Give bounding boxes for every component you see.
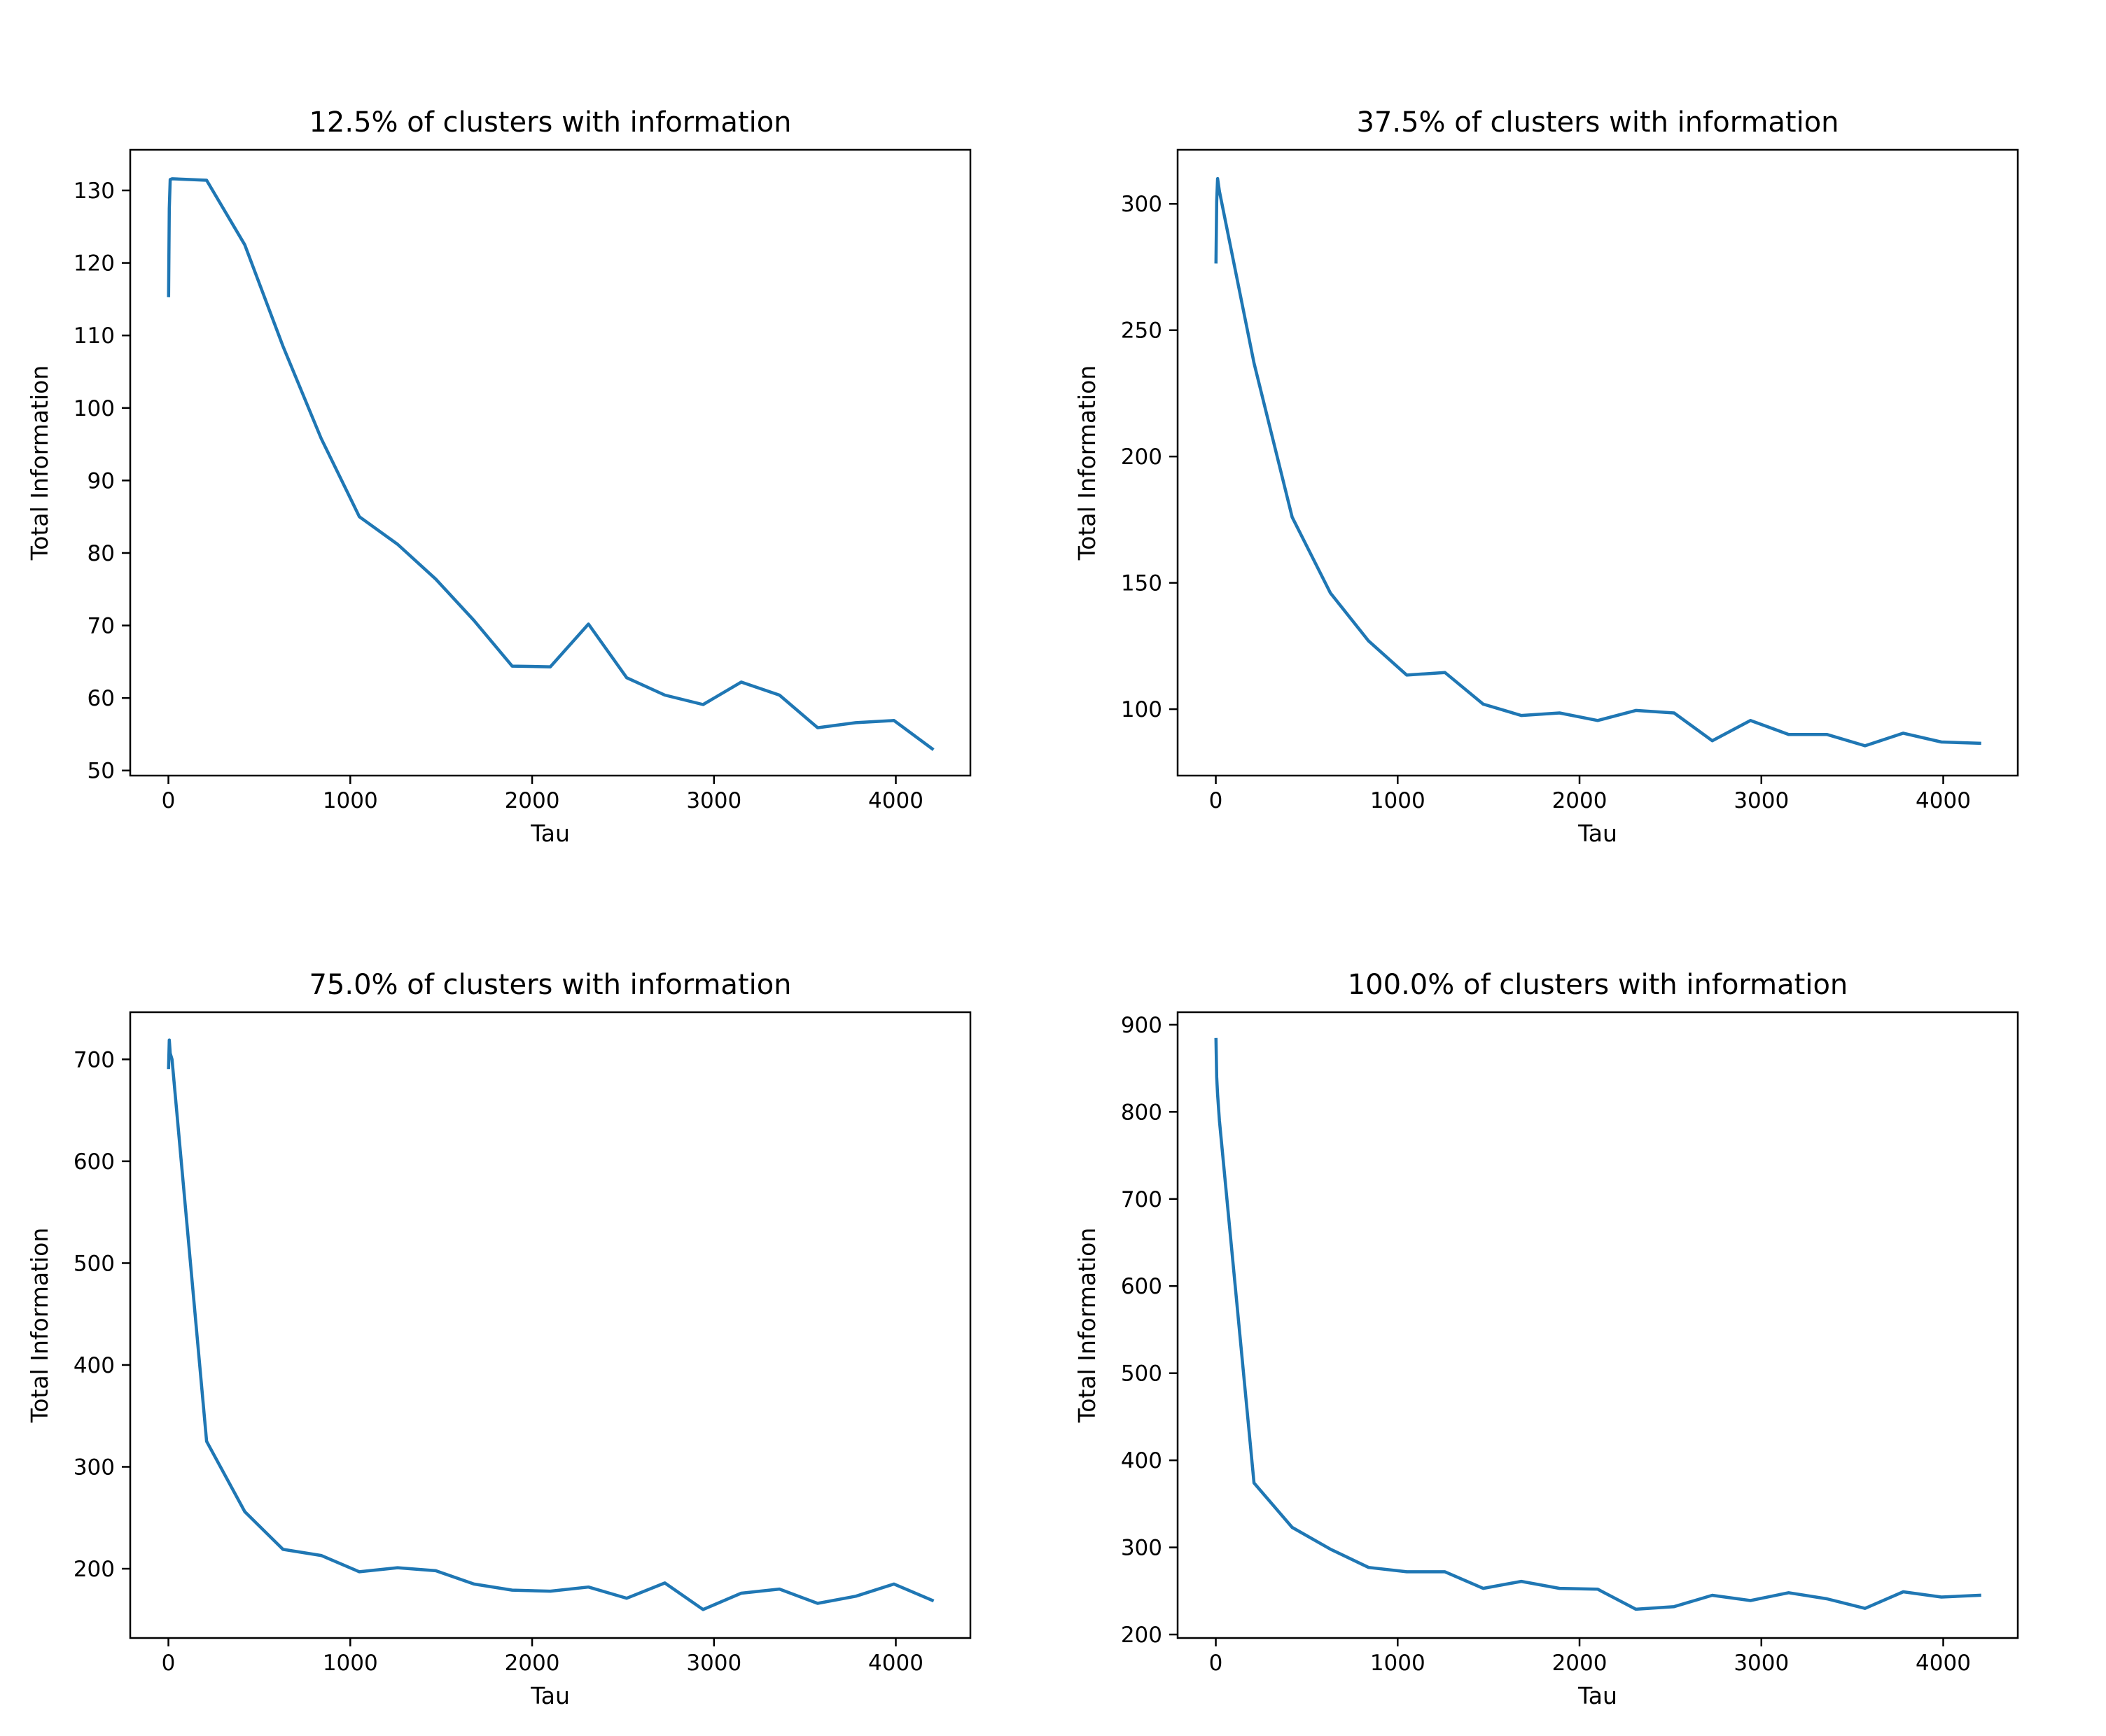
y-tick-label: 70: [88, 614, 115, 639]
y-axis-label: Total Information: [26, 1228, 53, 1424]
y-tick-label: 500: [1121, 1362, 1162, 1387]
x-tick-label: 0: [162, 788, 176, 813]
x-axis-label: Tau: [530, 1682, 570, 1709]
subplot-1: 0 1000 2000 3000 4000 50 60 70 80 90 100 110 120 130 1…: [26, 106, 972, 847]
x-tick-label: 3000: [686, 1651, 741, 1676]
axes-frame: [129, 148, 972, 777]
series-line: [1214, 176, 1981, 748]
x-tick-label: 2000: [505, 788, 560, 813]
x-axis-label: Tau: [530, 820, 570, 847]
x-tick-label: 1000: [1370, 1651, 1425, 1676]
y-tick-label: 130: [74, 178, 115, 204]
series-line: [167, 1038, 935, 1611]
x-tick-label: 4000: [868, 788, 923, 813]
chart-title: 37.5% of clusters with information: [1356, 106, 1839, 139]
x-tick-label: 4000: [868, 1651, 923, 1676]
subplot-3: 0 1000 2000 3000 4000 200 300 400 500 600 700 75.0%…: [26, 969, 972, 1709]
axes-frame: [1176, 148, 2019, 777]
y-tick-label: 400: [74, 1353, 115, 1378]
y-tick-label: 90: [88, 468, 115, 493]
x-tick-label: 3000: [686, 788, 741, 813]
x-tick-label: 3000: [1734, 788, 1789, 813]
y-axis-label: Total Information: [26, 365, 53, 561]
y-axis-label: Total Information: [1073, 1228, 1101, 1424]
y-tick-label: 600: [74, 1149, 115, 1175]
y-tick-label: 200: [1121, 1623, 1162, 1648]
axes-frame: [129, 1011, 972, 1639]
y-tick-label: 700: [1121, 1187, 1162, 1212]
chart-title: 100.0% of clusters with information: [1348, 969, 1848, 1001]
x-tick-label: 2000: [505, 1651, 560, 1676]
y-tick-label: 80: [88, 541, 115, 566]
x-tick-label: 1000: [323, 1651, 378, 1676]
chart-title: 75.0% of clusters with information: [309, 969, 791, 1001]
y-tick-label: 600: [1121, 1274, 1162, 1299]
x-tick-label: 3000: [1734, 1651, 1789, 1676]
x-tick-label: 2000: [1552, 1651, 1608, 1676]
subplot-2: 0 1000 2000 3000 4000 100 150 200 250 300 37.5% of…: [1073, 106, 2019, 847]
y-tick-label: 400: [1121, 1448, 1162, 1474]
y-tick-label: 60: [88, 686, 115, 711]
y-tick-label: 50: [88, 759, 115, 784]
chart-title: 12.5% of clusters with information: [309, 106, 791, 139]
axes-frame: [1176, 1011, 2019, 1639]
x-tick-label: 1000: [1370, 788, 1425, 813]
x-tick-label: 4000: [1916, 788, 1971, 813]
x-axis-label: Tau: [1577, 820, 1617, 847]
y-tick-label: 110: [74, 323, 115, 349]
y-tick-label: 900: [1121, 1013, 1162, 1038]
y-tick-label: 100: [1121, 697, 1162, 722]
y-tick-label: 250: [1121, 318, 1162, 344]
y-tick-label: 300: [74, 1455, 115, 1480]
x-tick-label: 1000: [323, 788, 378, 813]
x-tick-label: 2000: [1552, 788, 1608, 813]
y-axis-label: Total Information: [1073, 365, 1101, 561]
y-tick-label: 100: [74, 396, 115, 421]
x-tick-label: 4000: [1916, 1651, 1971, 1676]
y-tick-label: 200: [1121, 444, 1162, 470]
y-tick-label: 150: [1121, 571, 1162, 596]
x-axis-label: Tau: [1577, 1682, 1617, 1709]
y-tick-label: 800: [1121, 1100, 1162, 1125]
y-tick-label: 200: [74, 1557, 115, 1582]
series-line: [167, 177, 935, 751]
series-line: [1214, 1037, 1981, 1611]
y-tick-label: 300: [1121, 192, 1162, 217]
x-tick-label: 0: [162, 1651, 176, 1676]
y-tick-label: 120: [74, 251, 115, 276]
y-tick-label: 300: [1121, 1536, 1162, 1561]
y-tick-label: 700: [74, 1047, 115, 1072]
subplot-4: 0 1000 2000 3000 4000 200 300 400 500 600 700 800 90…: [1073, 969, 2019, 1709]
x-tick-label: 0: [1209, 788, 1223, 813]
y-tick-label: 500: [74, 1251, 115, 1276]
x-tick-label: 0: [1209, 1651, 1223, 1676]
